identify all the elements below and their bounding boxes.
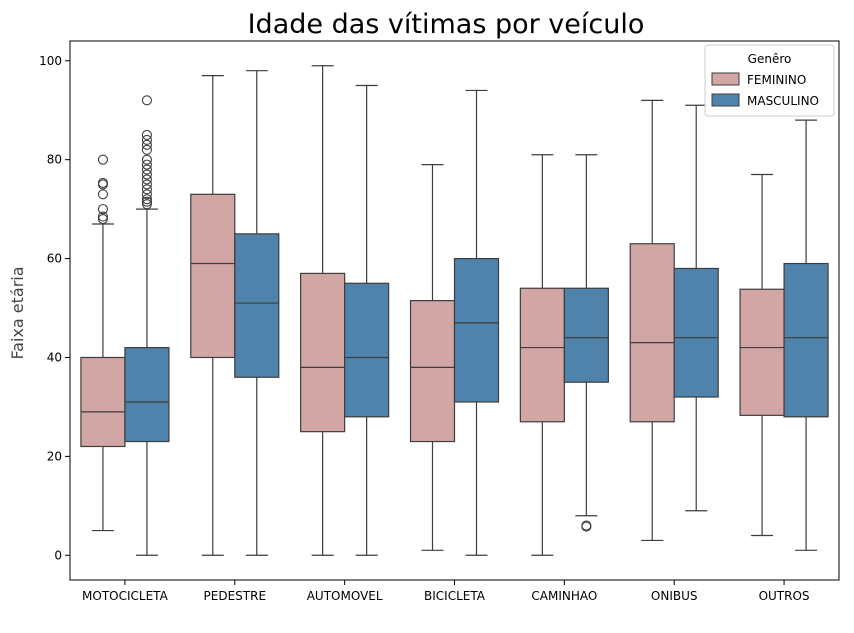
outlier-point bbox=[97, 154, 108, 165]
x-tick-label: OUTROS bbox=[759, 589, 810, 603]
outlier-point bbox=[141, 159, 152, 170]
box-group bbox=[409, 164, 456, 551]
box-group bbox=[783, 119, 829, 551]
box bbox=[409, 300, 456, 443]
outlier-point bbox=[141, 199, 152, 210]
outlier-point bbox=[97, 204, 108, 215]
box-group bbox=[124, 95, 170, 556]
legend-swatch bbox=[711, 72, 740, 86]
outlier-point bbox=[141, 95, 152, 106]
plot-area bbox=[80, 65, 829, 556]
x-tick-label: AUTOMOVEL bbox=[307, 589, 383, 603]
box bbox=[344, 282, 390, 418]
box-group bbox=[519, 154, 565, 556]
box bbox=[519, 287, 565, 423]
box bbox=[190, 193, 236, 359]
x-tick-label: ONIBUS bbox=[651, 589, 698, 603]
outlier-point bbox=[581, 521, 592, 532]
outlier-point bbox=[141, 129, 152, 141]
box-group bbox=[673, 104, 719, 512]
chart-title: Idade das vítimas por veículo bbox=[248, 9, 645, 40]
x-tick-label: MOTOCICLETA bbox=[82, 589, 169, 603]
outlier-point bbox=[141, 179, 152, 190]
legend-entry-label: FEMININO bbox=[747, 73, 806, 87]
box bbox=[563, 287, 609, 383]
box bbox=[124, 346, 170, 443]
legend-title: Genêro bbox=[748, 52, 792, 66]
box-group bbox=[190, 75, 236, 556]
box bbox=[80, 356, 126, 448]
y-axis: 0 20 40 60 80 100 bbox=[39, 54, 70, 562]
y-tick-label: 100 bbox=[39, 54, 62, 68]
outlier-point bbox=[141, 169, 152, 180]
box-group bbox=[629, 99, 675, 542]
y-tick-label: 80 bbox=[47, 153, 62, 167]
outlier-point bbox=[97, 177, 108, 188]
outlier-point bbox=[141, 174, 152, 185]
box-group bbox=[80, 154, 126, 532]
y-tick-label: 60 bbox=[47, 252, 62, 266]
outlier-point bbox=[141, 144, 152, 155]
box-group bbox=[344, 84, 390, 556]
box bbox=[453, 257, 500, 403]
y-tick-label: 0 bbox=[54, 548, 62, 562]
outlier-point bbox=[141, 189, 152, 200]
box-group bbox=[234, 70, 280, 556]
outlier-point bbox=[97, 189, 108, 200]
box-group bbox=[563, 154, 609, 532]
box bbox=[783, 262, 829, 418]
legend: Genêro FEMININO MASCULINO bbox=[704, 44, 835, 117]
x-axis: MOTOCICLETA PEDESTRE AUTOMOVEL BICICLETA CAM… bbox=[82, 580, 810, 603]
box bbox=[300, 272, 346, 433]
outlier-point bbox=[141, 184, 152, 195]
y-tick-label: 40 bbox=[47, 350, 62, 364]
outlier-point bbox=[141, 196, 152, 207]
outlier-point bbox=[97, 213, 108, 225]
box-group bbox=[739, 173, 785, 537]
y-axis-label: Faixa etária bbox=[8, 266, 27, 359]
box bbox=[739, 288, 785, 416]
x-tick-label: BICICLETA bbox=[424, 589, 486, 603]
outlier-point bbox=[141, 164, 152, 175]
outlier-point bbox=[97, 211, 108, 222]
box bbox=[673, 267, 719, 398]
box bbox=[629, 243, 675, 423]
box bbox=[234, 233, 280, 378]
legend-entry-label: MASCULINO bbox=[747, 94, 819, 108]
x-tick-label: CAMINHAO bbox=[531, 589, 597, 603]
legend-swatch bbox=[711, 93, 740, 107]
x-tick-label: PEDESTRE bbox=[204, 589, 267, 603]
outlier-point bbox=[141, 154, 152, 165]
box-group bbox=[453, 89, 500, 556]
outlier-point bbox=[141, 134, 152, 145]
box-group bbox=[300, 65, 346, 556]
y-tick-label: 20 bbox=[47, 449, 62, 463]
outlier-point bbox=[141, 139, 152, 150]
outlier-point bbox=[141, 194, 152, 205]
